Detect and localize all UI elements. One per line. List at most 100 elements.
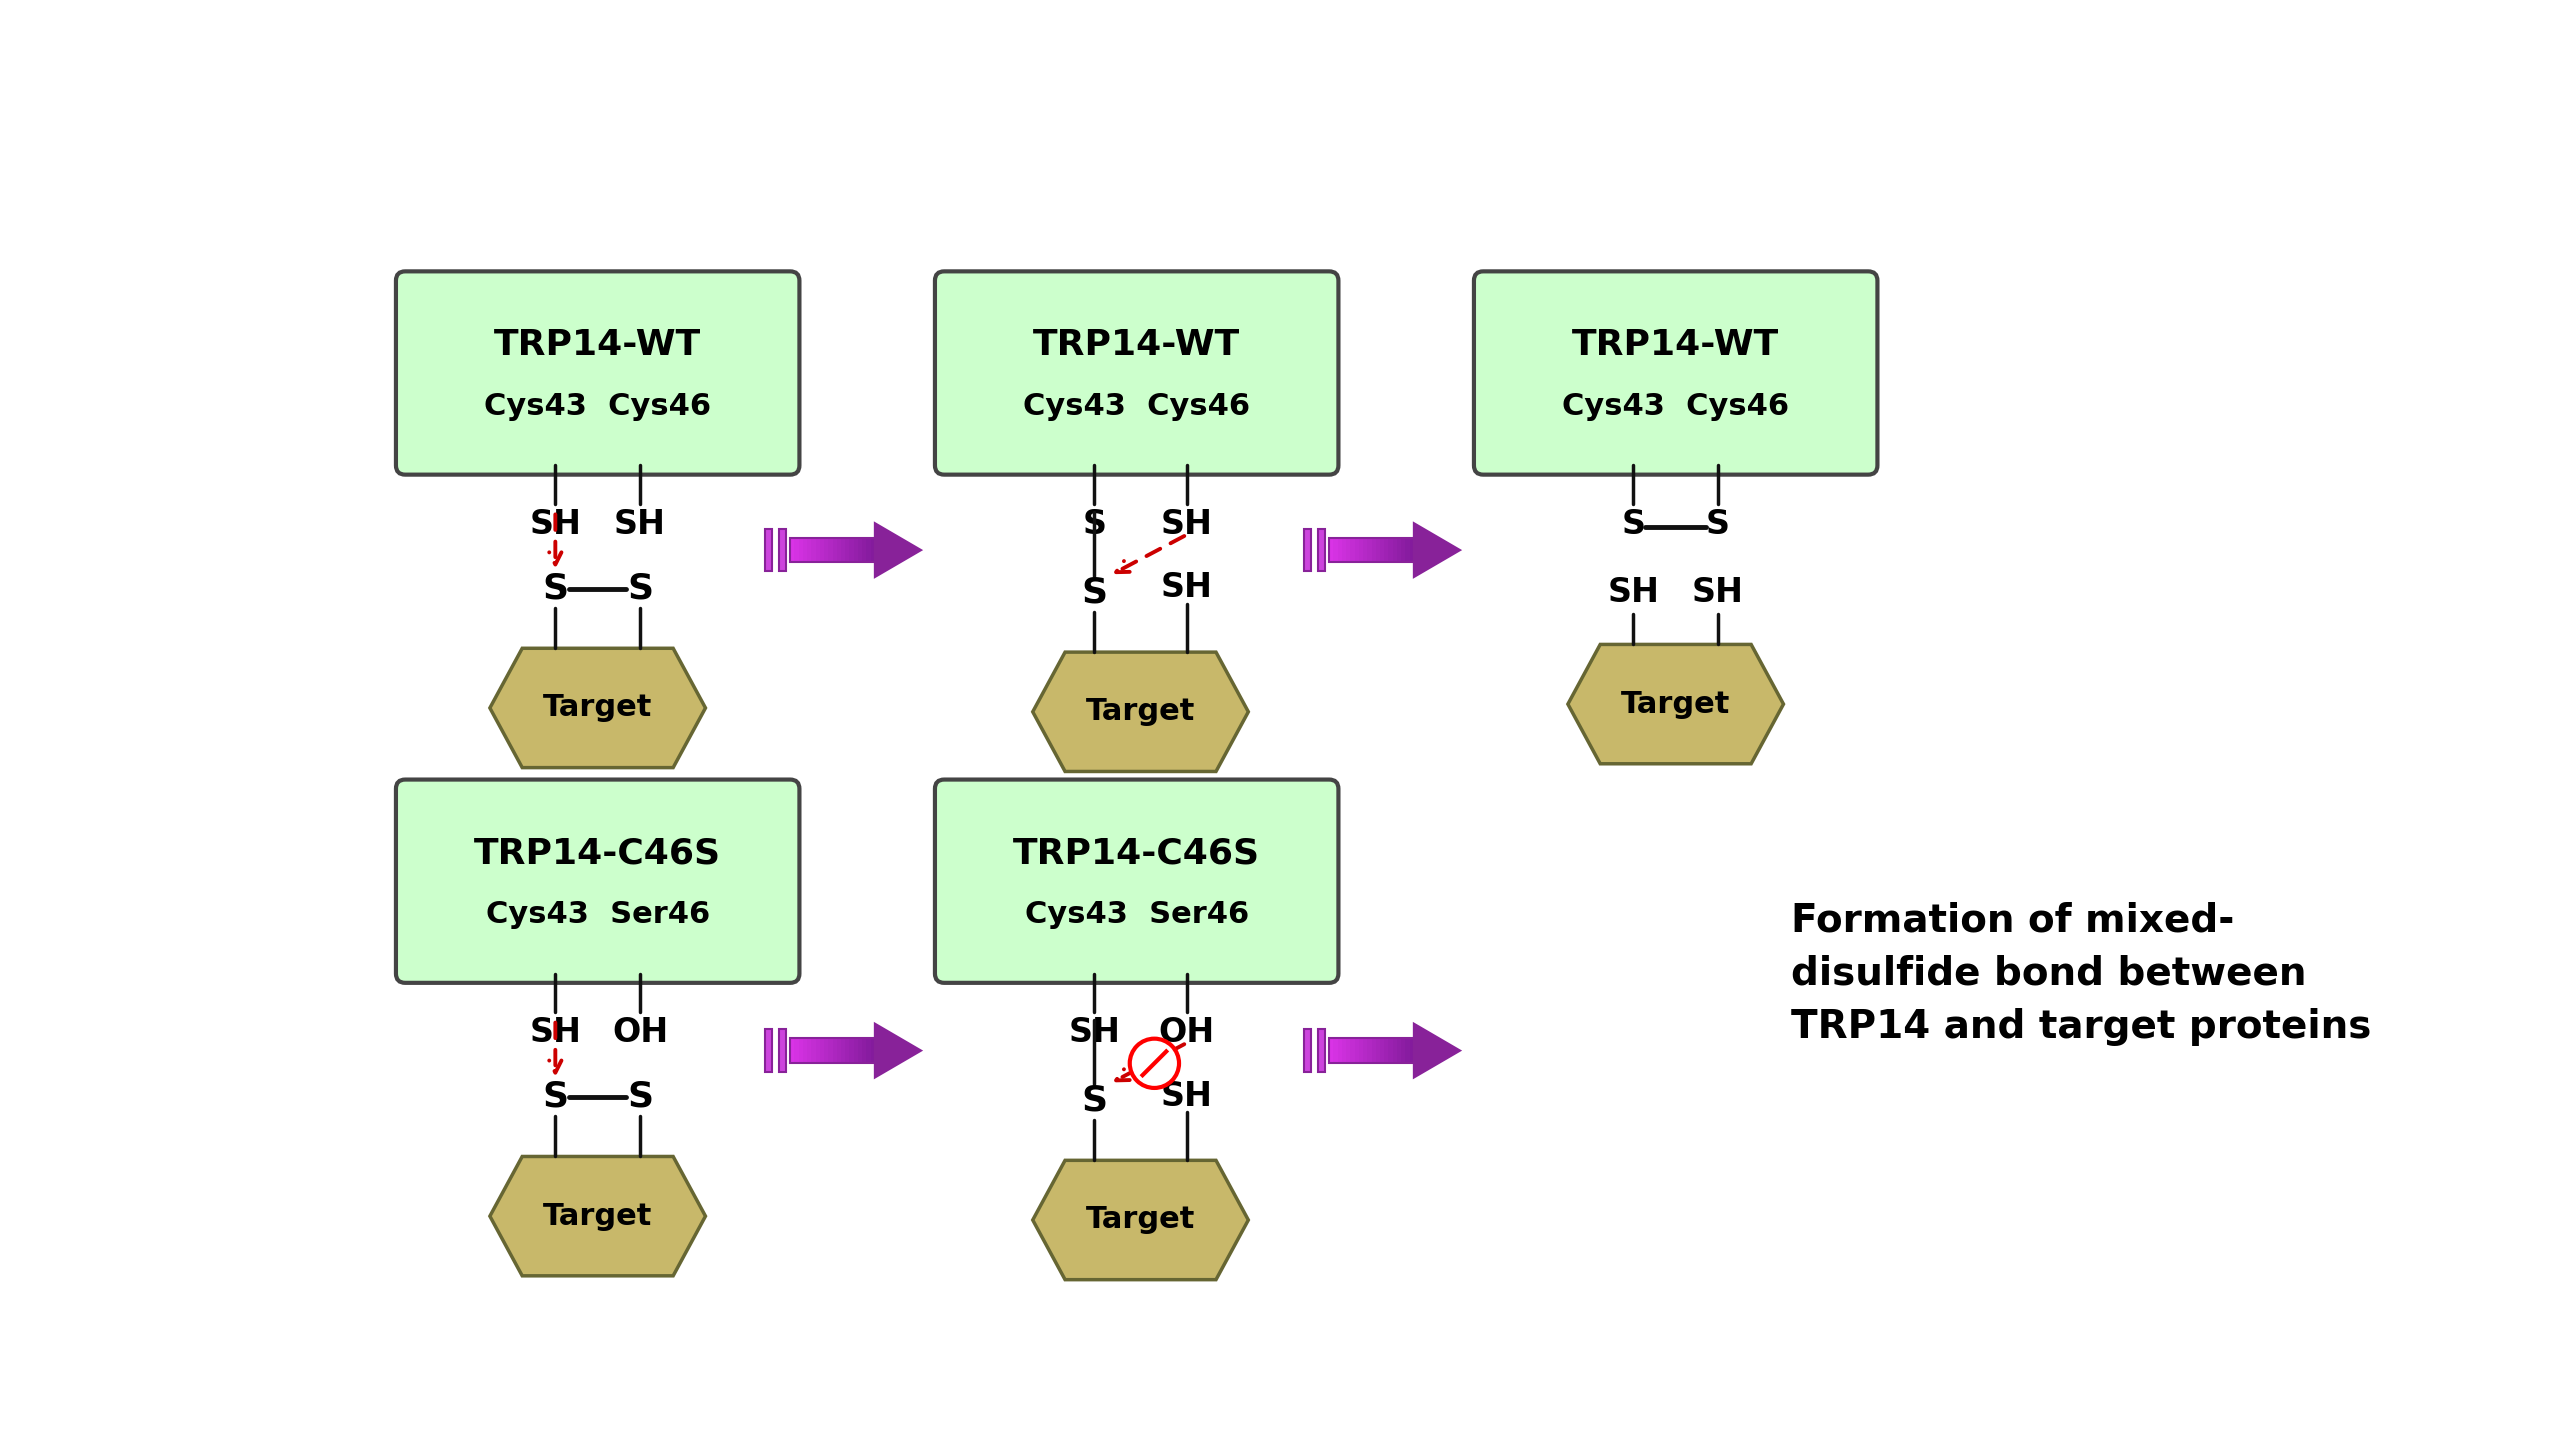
Text: SH: SH — [1161, 508, 1212, 541]
Bar — [1354, 537, 1359, 563]
Text: OH: OH — [1158, 1017, 1215, 1048]
Bar — [1338, 1038, 1344, 1063]
Bar — [1372, 1038, 1377, 1063]
Bar — [821, 1038, 824, 1063]
Text: TRP14-C46S: TRP14-C46S — [474, 837, 721, 870]
Text: S: S — [628, 572, 654, 606]
Bar — [831, 1038, 837, 1063]
Text: OH: OH — [613, 1017, 669, 1048]
Text: SH: SH — [1606, 576, 1660, 609]
Bar — [1387, 537, 1393, 563]
Bar — [790, 1038, 875, 1063]
Text: SH: SH — [1691, 576, 1745, 609]
Text: Formation of mixed-
disulfide bond between
TRP14 and target proteins: Formation of mixed- disulfide bond betwe… — [1792, 901, 2371, 1045]
Text: Target: Target — [543, 1201, 651, 1231]
Bar — [811, 537, 816, 563]
Bar — [790, 1038, 795, 1063]
Bar — [1405, 1038, 1411, 1063]
Bar — [867, 1038, 873, 1063]
Bar — [1387, 1038, 1393, 1063]
Bar — [837, 1038, 842, 1063]
Text: SH: SH — [615, 508, 667, 541]
Text: SH: SH — [1161, 1080, 1212, 1113]
Bar — [1364, 537, 1367, 563]
Bar — [1398, 537, 1403, 563]
Bar — [1305, 1030, 1313, 1071]
Text: S: S — [1622, 508, 1645, 541]
Bar — [1346, 1038, 1351, 1063]
Bar — [790, 537, 795, 563]
Bar — [1405, 537, 1411, 563]
Text: S: S — [543, 1080, 569, 1113]
Bar — [1380, 537, 1385, 563]
Bar — [803, 1038, 808, 1063]
Bar — [849, 1038, 855, 1063]
Bar — [1318, 1030, 1326, 1071]
Text: TRP14-C46S: TRP14-C46S — [1014, 837, 1261, 870]
Bar — [777, 1030, 785, 1071]
Bar — [862, 537, 867, 563]
Bar — [1364, 1038, 1367, 1063]
Bar — [855, 537, 860, 563]
Bar — [829, 1038, 834, 1063]
Bar — [795, 537, 801, 563]
Bar — [1351, 537, 1356, 563]
Bar — [1375, 1038, 1380, 1063]
Bar — [857, 537, 862, 563]
Polygon shape — [875, 1024, 921, 1077]
Text: Target: Target — [1622, 690, 1730, 719]
Text: S: S — [1081, 576, 1107, 609]
Bar — [803, 537, 808, 563]
Polygon shape — [1032, 1161, 1248, 1280]
Bar — [842, 1038, 847, 1063]
Bar — [1393, 1038, 1398, 1063]
FancyBboxPatch shape — [396, 779, 801, 984]
Bar — [795, 1038, 801, 1063]
Polygon shape — [489, 1156, 705, 1276]
Bar — [870, 1038, 875, 1063]
Bar — [1400, 537, 1405, 563]
Text: S: S — [1707, 508, 1730, 541]
Text: Cys43  Cys46: Cys43 Cys46 — [1562, 392, 1789, 420]
FancyBboxPatch shape — [1475, 271, 1876, 475]
Bar — [1333, 537, 1338, 563]
Bar — [1359, 537, 1364, 563]
Text: S: S — [543, 572, 569, 606]
Text: TRP14-WT: TRP14-WT — [1032, 328, 1241, 363]
Bar — [844, 1038, 849, 1063]
Text: Target: Target — [543, 694, 651, 723]
Text: Cys43  Ser46: Cys43 Ser46 — [486, 900, 710, 929]
Bar — [1400, 1038, 1405, 1063]
Text: SH: SH — [530, 508, 582, 541]
Bar — [1328, 537, 1333, 563]
Bar — [1398, 1038, 1403, 1063]
Text: S: S — [1081, 508, 1107, 541]
Text: SH: SH — [1068, 1017, 1120, 1048]
Bar — [821, 537, 824, 563]
Bar — [1341, 537, 1346, 563]
Bar — [855, 1038, 860, 1063]
Text: Cys43  Ser46: Cys43 Ser46 — [1024, 900, 1248, 929]
Polygon shape — [875, 523, 921, 577]
Bar — [1367, 1038, 1372, 1063]
Bar — [808, 537, 813, 563]
Text: Target: Target — [1086, 697, 1194, 726]
Bar — [1341, 1038, 1346, 1063]
Bar — [844, 537, 849, 563]
Bar — [824, 1038, 829, 1063]
Bar — [1411, 1038, 1416, 1063]
Text: SH: SH — [1161, 572, 1212, 605]
Bar — [1380, 1038, 1385, 1063]
FancyBboxPatch shape — [396, 271, 801, 475]
Polygon shape — [1032, 652, 1248, 772]
Bar — [870, 537, 875, 563]
Text: Target: Target — [1086, 1205, 1194, 1234]
Text: S: S — [1081, 1084, 1107, 1117]
Text: TRP14-WT: TRP14-WT — [1573, 328, 1779, 363]
Polygon shape — [1568, 645, 1784, 763]
Bar — [857, 1038, 862, 1063]
Bar — [829, 537, 834, 563]
Text: Cys43  Cys46: Cys43 Cys46 — [1022, 392, 1251, 420]
Bar — [1328, 537, 1413, 563]
Bar — [1318, 528, 1326, 572]
